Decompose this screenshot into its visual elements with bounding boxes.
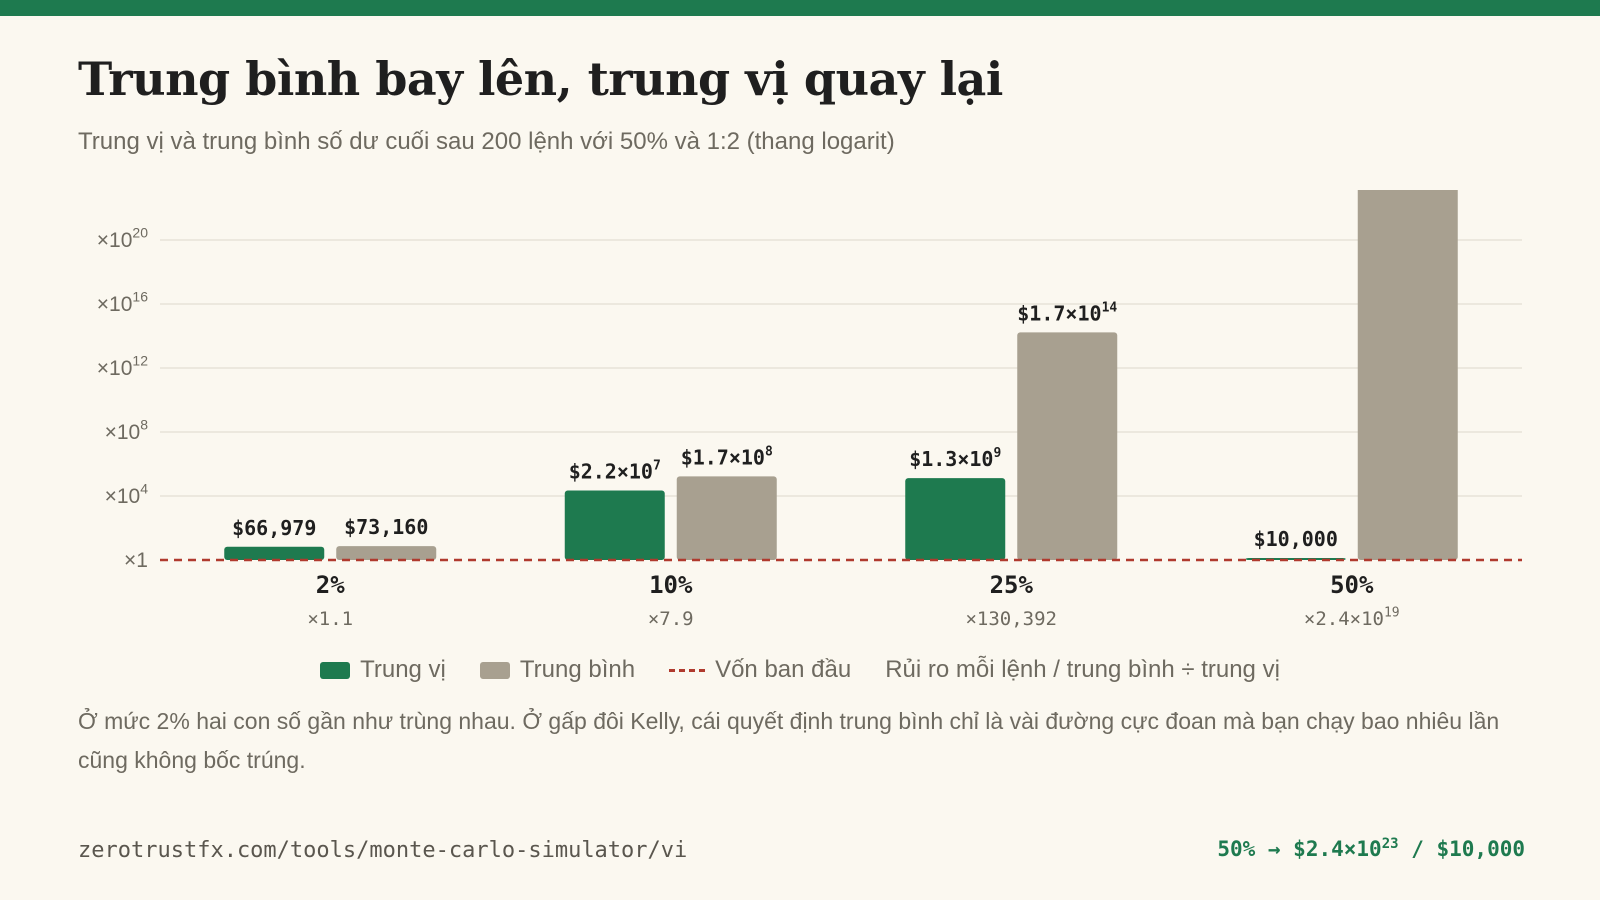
- category-label: 50%: [1330, 571, 1374, 599]
- category-label: 2%: [316, 571, 345, 599]
- category-label: 10%: [649, 571, 693, 599]
- legend-swatch-mean: [479, 661, 510, 679]
- data-label-median: $1.3×109: [909, 446, 1001, 471]
- chart-note: Ở mức 2% hai con số gần như trùng nhau. …: [78, 708, 1500, 773]
- y-tick-label: ×1: [124, 549, 148, 572]
- bar-mean: [1357, 190, 1458, 560]
- bar-mean: [1017, 332, 1118, 560]
- legend-label-baseline: Vốn ban đầu: [715, 656, 852, 683]
- footer-stat-prefix: 50% → $2.4×10: [1217, 837, 1382, 861]
- page-title: Trung bình bay lên, trung vị quay lại: [78, 52, 1003, 106]
- category-label: 25%: [990, 571, 1034, 599]
- chart-legend: Trung vị Trung bình Vốn ban đầu Rủi ro m…: [0, 656, 1600, 684]
- bar-median: [564, 490, 665, 560]
- bar-mean: [336, 546, 437, 560]
- ratio-label: ×130,392: [965, 608, 1057, 630]
- data-label-median: $2.2×107: [569, 459, 661, 484]
- ratio-label: ×7.9: [648, 608, 694, 630]
- bar-chart: ×1 ×104 ×108 ×1012 ×1016 ×1020 $66,979 $73,160 2…: [97, 190, 1522, 630]
- footer-url: zerotrustfx.com/tools/monte-carlo-simula…: [78, 838, 688, 863]
- legend-label-ratio-note: Rủi ro mỗi lệnh / trung bình ÷ trung vị: [885, 656, 1280, 683]
- legend-label-mean: Trung bình: [519, 656, 636, 683]
- legend-item-mean: Trung bình: [479, 656, 636, 684]
- legend-swatch-median: [320, 661, 351, 679]
- footer-stat: 50% → $2.4×1023 / $10,000: [1217, 836, 1525, 861]
- y-tick-label: ×1016: [97, 289, 148, 316]
- bar-median: [905, 478, 1006, 560]
- legend-swatch-baseline: [669, 668, 706, 672]
- page-subtitle: Trung vị và trung bình số dư cuối sau 20…: [78, 128, 895, 155]
- legend-item-median: Trung vị: [320, 656, 446, 684]
- bar-mean: [676, 476, 777, 560]
- y-tick-label: ×108: [105, 417, 149, 444]
- ratio-label: ×1.1: [307, 608, 353, 630]
- data-label-median: $66,979: [232, 516, 316, 540]
- legend-item-baseline: Vốn ban đầu: [669, 656, 851, 684]
- y-tick-label: ×1020: [97, 225, 148, 252]
- y-tick-label: ×1012: [97, 353, 148, 380]
- data-label-median: $10,000: [1254, 527, 1338, 551]
- bar-median: [224, 546, 325, 560]
- data-label-mean: $73,160: [344, 515, 428, 539]
- legend-item-ratio-note: Rủi ro mỗi lệnh / trung bình ÷ trung vị: [885, 656, 1280, 684]
- top-accent-bar: [0, 0, 1600, 16]
- y-tick-label: ×104: [105, 481, 149, 508]
- data-label-mean: $1.7×108: [681, 444, 773, 469]
- legend-label-median: Trung vị: [360, 656, 446, 683]
- ratio-label: ×2.4×1019: [1304, 605, 1400, 630]
- data-label-mean: $1.7×1014: [1017, 300, 1117, 325]
- footer-stat-exponent: 23: [1381, 836, 1399, 852]
- footer-stat-suffix: / $10,000: [1398, 837, 1525, 861]
